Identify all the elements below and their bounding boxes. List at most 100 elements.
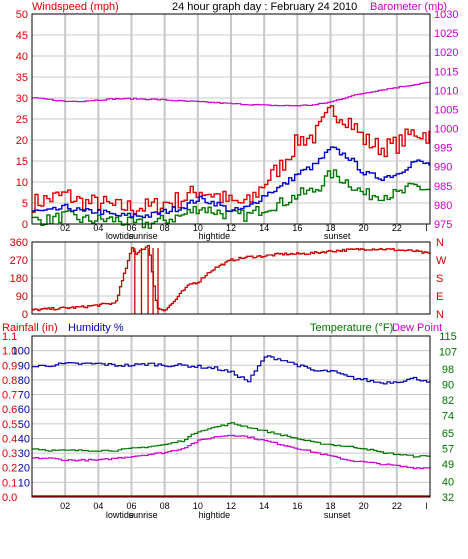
barometer-tick-label: 995 xyxy=(434,143,452,155)
temperature-tick-label: 107 xyxy=(439,347,457,359)
humidity-tick-label: 30 xyxy=(18,448,30,460)
wind-hour-label: 16 xyxy=(292,223,302,233)
barometer-tick-label: 975 xyxy=(434,219,452,231)
windspeed-tick-label: 0 xyxy=(22,219,28,231)
humidity-tick-label: 60 xyxy=(18,404,30,416)
rainfall-tick-label: 0.6 xyxy=(2,404,17,416)
climate-hour-label: 10 xyxy=(193,501,203,511)
windspeed-tick-label: 40 xyxy=(16,51,28,63)
climate-event-label: sunrise xyxy=(129,510,158,520)
windspeed-tick-label: 10 xyxy=(16,177,28,189)
climate-hour-label: 08 xyxy=(160,501,170,511)
wind_avg-line xyxy=(32,146,430,219)
direction-tick-label: 270 xyxy=(10,255,28,267)
windspeed-tick-label: 5 xyxy=(22,198,28,210)
climate-plot-frame xyxy=(31,335,431,498)
rainfall-tick-label: 0.0 xyxy=(2,492,17,504)
direction-line xyxy=(32,244,431,312)
climate-hour-label: 12 xyxy=(226,501,236,511)
rainfall-tick-label: 0.2 xyxy=(2,463,17,475)
barometer-tick-label: 980 xyxy=(434,200,452,212)
wind-hour-label: l xyxy=(426,223,428,233)
wind-event-label: hightide xyxy=(199,231,231,241)
compass-label: N xyxy=(436,237,444,249)
climate-hour-label: 04 xyxy=(93,501,103,511)
rainfall-tick-label: 1.1 xyxy=(2,331,17,343)
windspeed-tick-label: 20 xyxy=(16,135,28,147)
barometer-tick-label: 1030 xyxy=(434,9,458,21)
climate-hour-label: 02 xyxy=(60,501,70,511)
windspeed-axis-label: Windspeed (mph) xyxy=(32,1,119,13)
compass-label: E xyxy=(436,291,443,303)
wind-event-label: lowtide xyxy=(106,231,134,241)
wind-hour-label: 20 xyxy=(359,223,369,233)
direction-grid xyxy=(32,242,430,314)
temperature-tick-label: 40 xyxy=(442,476,454,488)
temperature-line xyxy=(32,422,431,458)
windspeed-tick-label: 30 xyxy=(16,93,28,105)
direction-tick-labels: 0 90 180 270 360 xyxy=(10,237,28,321)
wind-series-group xyxy=(32,81,430,229)
barometer-tick-label: 1020 xyxy=(434,47,458,59)
rainfall-tick-label: 0.8 xyxy=(2,375,17,387)
barometer-axis-label: Barometer (mb) xyxy=(370,1,447,13)
wind-hour-label: 12 xyxy=(226,223,236,233)
wind-hour-label: 14 xyxy=(259,223,269,233)
wind-hour-label: 04 xyxy=(93,223,103,233)
windspeed-tick-label: 25 xyxy=(16,114,28,126)
climate-event-label: sunset xyxy=(324,510,351,520)
humidity-tick-label: 100 xyxy=(12,346,30,358)
humidity-tick-label: 10 xyxy=(18,477,30,489)
windspeed-tick-labels: 0 5 10 15 20 25 30 35 40 45 50 xyxy=(16,9,28,231)
wind-hour-label: 22 xyxy=(392,223,402,233)
climate-hour-label: 20 xyxy=(359,501,369,511)
temperature-tick-label: 90 xyxy=(442,379,454,391)
barometer-line xyxy=(32,81,430,107)
wind-plot-frame xyxy=(31,13,431,225)
climate-hour-label: 14 xyxy=(259,501,269,511)
wind-hour-label: 18 xyxy=(325,223,335,233)
climate-hour-labels: 02 04 06 08 10 12 14 16 18 20 22 l xyxy=(60,501,428,511)
barometer-tick-label: 985 xyxy=(434,181,452,193)
windspeed-tick-label: 15 xyxy=(16,156,28,168)
windspeed-tick-label: 45 xyxy=(16,30,28,42)
climate-hour-label: 06 xyxy=(126,501,136,511)
humidity-tick-label: 70 xyxy=(18,390,30,402)
humidity-tick-label: 50 xyxy=(18,419,30,431)
dewpoint-axis-label: Dew Point xyxy=(392,322,442,334)
direction-series-group xyxy=(32,244,431,314)
barometer-tick-labels: 975 980 985 990 995 1000 1005 1010 1015 1020 1025 1… xyxy=(434,9,458,231)
temperature-tick-labels: 32 40 49 57 65 74 82 90 98 107 115 xyxy=(439,331,457,504)
wind-hour-label: 10 xyxy=(193,223,203,233)
climate-hour-label: 16 xyxy=(292,501,302,511)
temperature-tick-label: 65 xyxy=(442,428,454,440)
temperature-tick-label: 32 xyxy=(442,492,454,504)
compass-label: N xyxy=(436,309,444,321)
barometer-tick-label: 1015 xyxy=(434,66,458,78)
rainfall-tick-label: 0.4 xyxy=(2,433,17,445)
page-title: 24 hour graph day : February 24 2010 xyxy=(172,1,357,13)
barometer-tick-label: 1000 xyxy=(434,124,458,136)
humidity-tick-label: 40 xyxy=(18,433,30,445)
barometer-tick-label: 1005 xyxy=(434,104,458,116)
windspeed-tick-label: 50 xyxy=(16,9,28,21)
climate-hour-label: 18 xyxy=(325,501,335,511)
wind-hour-labels: 02 04 06 08 10 12 14 16 18 20 22 l xyxy=(60,223,428,233)
rainfall-humidity-tick-labels: 0.0 0.1 0.2 0.3 0.4 0.5 0.6 0.7 0.8 0.9 1.0 1.1 10 20… xyxy=(2,331,30,504)
temperature-tick-label: 57 xyxy=(442,444,454,456)
climate-event-label: lowtide xyxy=(106,510,134,520)
humidity-line xyxy=(32,355,431,385)
rainfall-tick-label: 0.7 xyxy=(2,390,17,402)
climate-grid xyxy=(32,336,430,497)
humidity-tick-label: 80 xyxy=(18,375,30,387)
direction-tick-label: 360 xyxy=(10,237,28,249)
rainfall-tick-label: 0.5 xyxy=(2,419,17,431)
rainfall-axis-label: Rainfall (in) xyxy=(2,322,58,334)
wind-event-label: sunset xyxy=(324,231,351,241)
rainfall-tick-label: 0.1 xyxy=(2,477,17,489)
dewpoint-line xyxy=(32,434,431,470)
